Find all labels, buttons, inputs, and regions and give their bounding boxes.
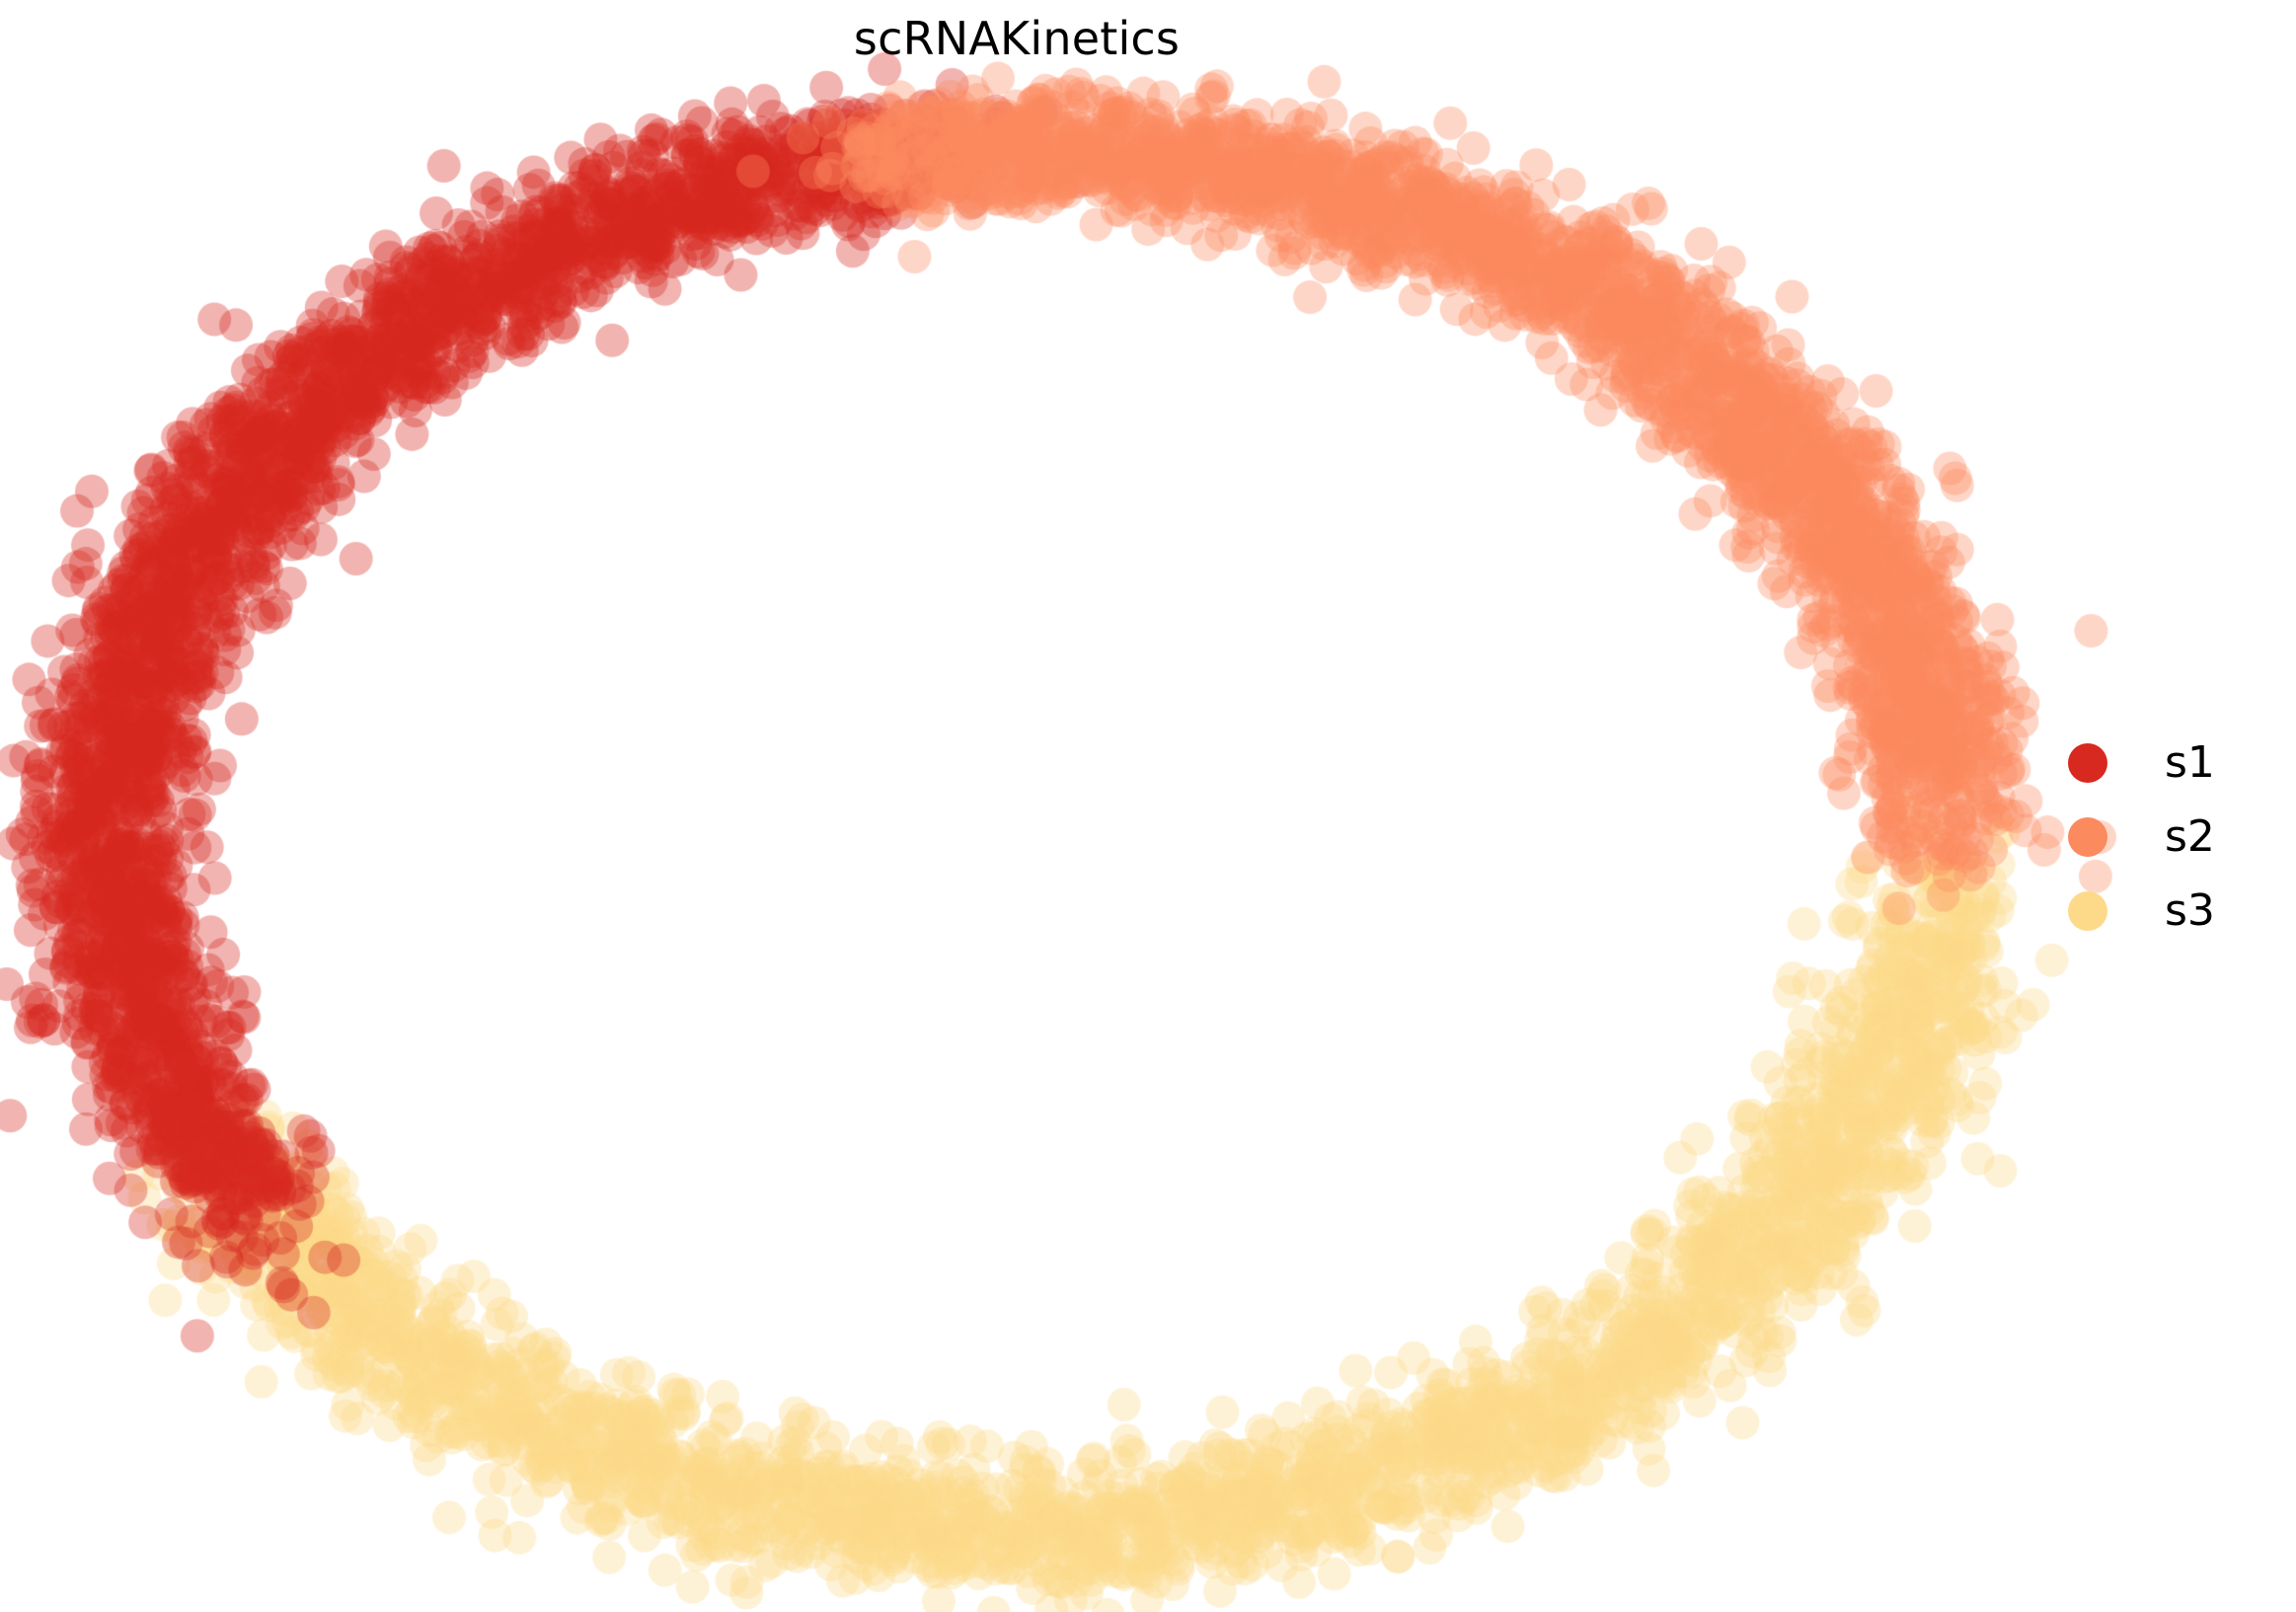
legend-swatch-icon — [2068, 742, 2107, 783]
legend-item-s1[interactable]: s1 — [2068, 726, 2275, 800]
legend-swatch-icon — [2068, 890, 2107, 931]
chart-legend: s1 s2 s3 — [2068, 726, 2275, 948]
legend-item-label: s1 — [2165, 736, 2215, 788]
legend-item-s3[interactable]: s3 — [2068, 874, 2275, 948]
legend-item-label: s3 — [2165, 884, 2215, 936]
legend-item-s2[interactable]: s2 — [2068, 800, 2275, 874]
legend-swatch-icon — [2068, 816, 2107, 857]
legend-item-label: s2 — [2165, 810, 2215, 862]
